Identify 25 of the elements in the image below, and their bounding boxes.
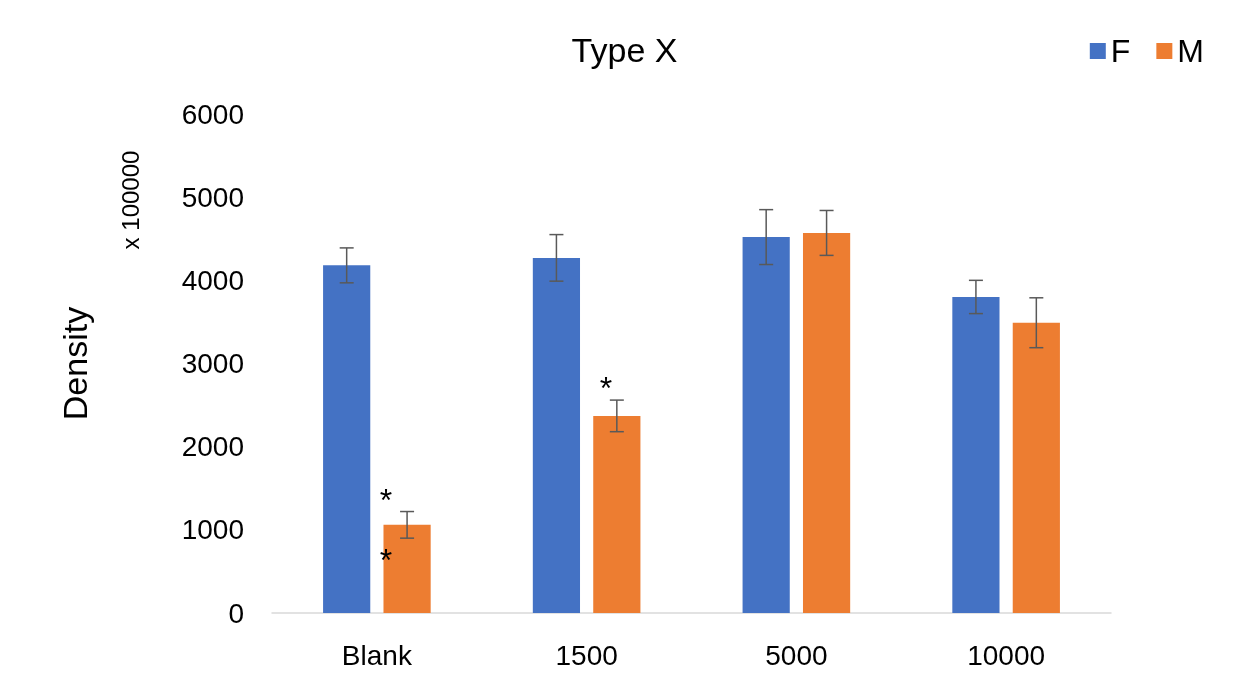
legend-label: F [1110, 33, 1131, 69]
y-tick-label: 1000 [181, 514, 244, 546]
y-tick-label: 4000 [181, 264, 244, 296]
y-tick-label: 5000 [181, 181, 244, 213]
bar [1012, 322, 1060, 613]
x-tick-label: Blank [341, 639, 413, 671]
x-tick-label: 10000 [967, 639, 1046, 671]
x-tick-label: 1500 [555, 639, 618, 671]
y-tick-label: 6000 [181, 98, 244, 130]
annotation: * [599, 370, 613, 406]
y-axis-title: Density [56, 306, 94, 421]
legend-label: M [1177, 33, 1204, 69]
y-tick-label: 2000 [181, 431, 244, 463]
chart-title: Type X [571, 31, 678, 69]
bar [593, 415, 641, 613]
annotation: * [379, 482, 393, 518]
text: x 100000 [116, 150, 144, 250]
bar [742, 237, 790, 613]
y-tick-label: 0 [228, 597, 244, 629]
bar [323, 265, 371, 613]
x-tick-label: 5000 [765, 639, 828, 671]
y-tick-label: 3000 [181, 348, 244, 379]
bar [952, 296, 1000, 613]
bar [802, 232, 851, 613]
bar [532, 257, 581, 613]
